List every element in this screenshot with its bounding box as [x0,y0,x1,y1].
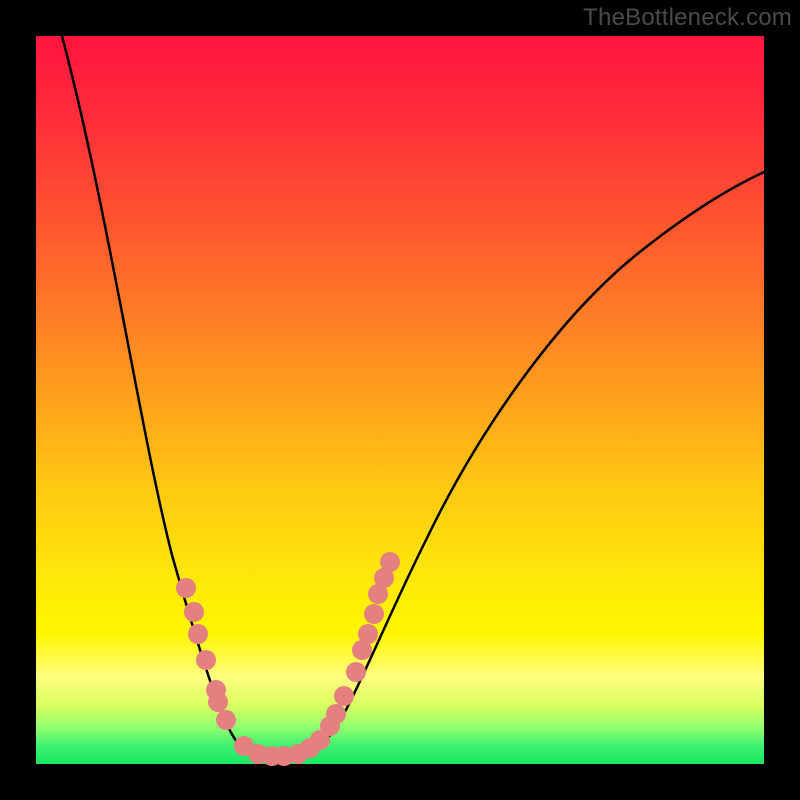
data-marker [176,578,196,598]
data-marker [196,650,216,670]
data-marker [188,624,208,644]
data-marker [184,602,204,622]
watermark-text: TheBottleneck.com [583,4,792,32]
data-marker [208,692,228,712]
data-marker [216,710,236,730]
data-marker [364,604,384,624]
data-marker [380,552,400,572]
plot-background [36,36,764,764]
data-marker [326,704,346,724]
data-marker [334,686,354,706]
data-marker [358,624,378,644]
chart-frame: TheBottleneck.com [0,0,800,800]
chart-svg [0,0,800,800]
data-marker [346,662,366,682]
